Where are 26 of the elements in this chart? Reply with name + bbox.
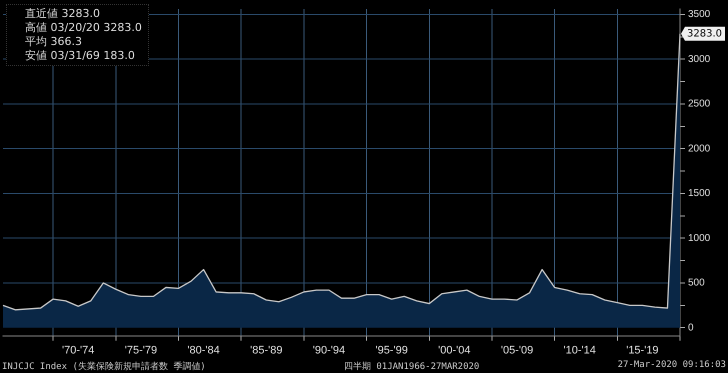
x-tick-label: '75-'79: [124, 344, 158, 356]
annotation: 平均 366.3: [25, 35, 83, 49]
x-tick-label: '85-'89: [250, 344, 282, 356]
x-tick-label: '70-'74: [62, 344, 94, 356]
x-tick-label: '95-'99: [375, 344, 408, 356]
annotation: 高値 03/20/20 3283.0: [25, 21, 142, 35]
x-tick-label: '00-'04: [438, 344, 471, 356]
y-tick-label: 500: [688, 278, 706, 289]
x-tick-label: '05-'09: [500, 344, 534, 356]
x-tick-label: '10-'14: [564, 344, 596, 356]
text: 27-Mar-2020 09:16:03: [618, 360, 726, 372]
y-tick-label: 3500: [688, 9, 711, 20]
x-tick-label: '15-'19: [626, 344, 659, 356]
annotation: 安値 03/31/69 183.0: [25, 49, 136, 63]
annotation: 直近値 3283.0: [25, 7, 101, 21]
text: 四半期 01JAN1966-27MAR2020: [344, 360, 480, 373]
y-tick-label: 1000: [688, 232, 711, 244]
annotation: 3283.0: [687, 28, 722, 40]
y-tick-label: 1500: [688, 188, 711, 200]
y-tick-label: 0: [688, 322, 694, 334]
y-tick-label: 3000: [688, 54, 711, 65]
text: INJCJC Index (失業保険新規申請者数 季調値): [2, 360, 206, 373]
y-tick-label: 2000: [688, 143, 711, 154]
y-tick-label: 2500: [688, 98, 711, 110]
x-tick-label: '80-'84: [187, 344, 220, 356]
x-tick-label: '90-'94: [312, 344, 346, 356]
